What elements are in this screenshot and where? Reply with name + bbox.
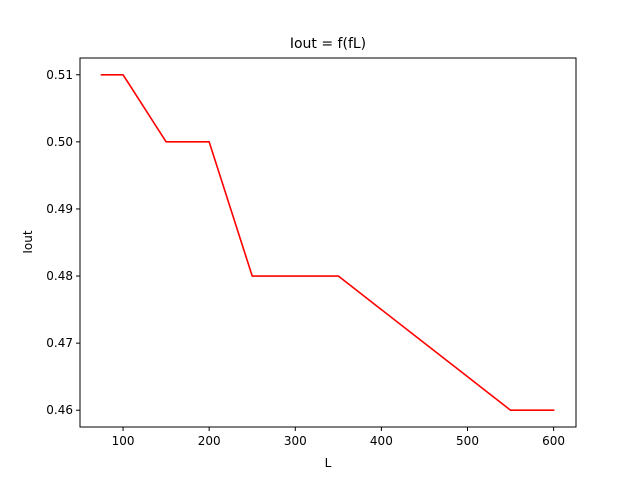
x-tick-label: 500 bbox=[456, 434, 479, 448]
plot-area bbox=[79, 57, 577, 428]
y-tick-label: 0.49 bbox=[46, 202, 73, 216]
x-tick-label: 400 bbox=[370, 434, 393, 448]
x-tick-label: 300 bbox=[284, 434, 307, 448]
axes-frame bbox=[79, 57, 577, 428]
chart-title: Iout = f(fL) bbox=[290, 36, 366, 52]
y-tick-label: 0.47 bbox=[46, 336, 73, 350]
x-tick-label: 600 bbox=[542, 434, 565, 448]
x-axis-label: L bbox=[325, 456, 332, 470]
y-axis-ticks: 0.46 0.47 0.48 0.49 0.50 0.51 bbox=[46, 68, 80, 417]
x-axis-ticks: 100 200 300 400 500 600 bbox=[112, 427, 565, 448]
x-tick-label: 200 bbox=[198, 434, 221, 448]
y-tick-label: 0.51 bbox=[46, 68, 73, 82]
y-tick-label: 0.46 bbox=[46, 403, 73, 417]
y-axis-label: Iout bbox=[21, 230, 35, 253]
x-tick-label: 100 bbox=[112, 434, 135, 448]
y-tick-label: 0.48 bbox=[46, 269, 73, 283]
y-tick-label: 0.50 bbox=[46, 135, 73, 149]
series-line-0 bbox=[100, 73, 555, 412]
